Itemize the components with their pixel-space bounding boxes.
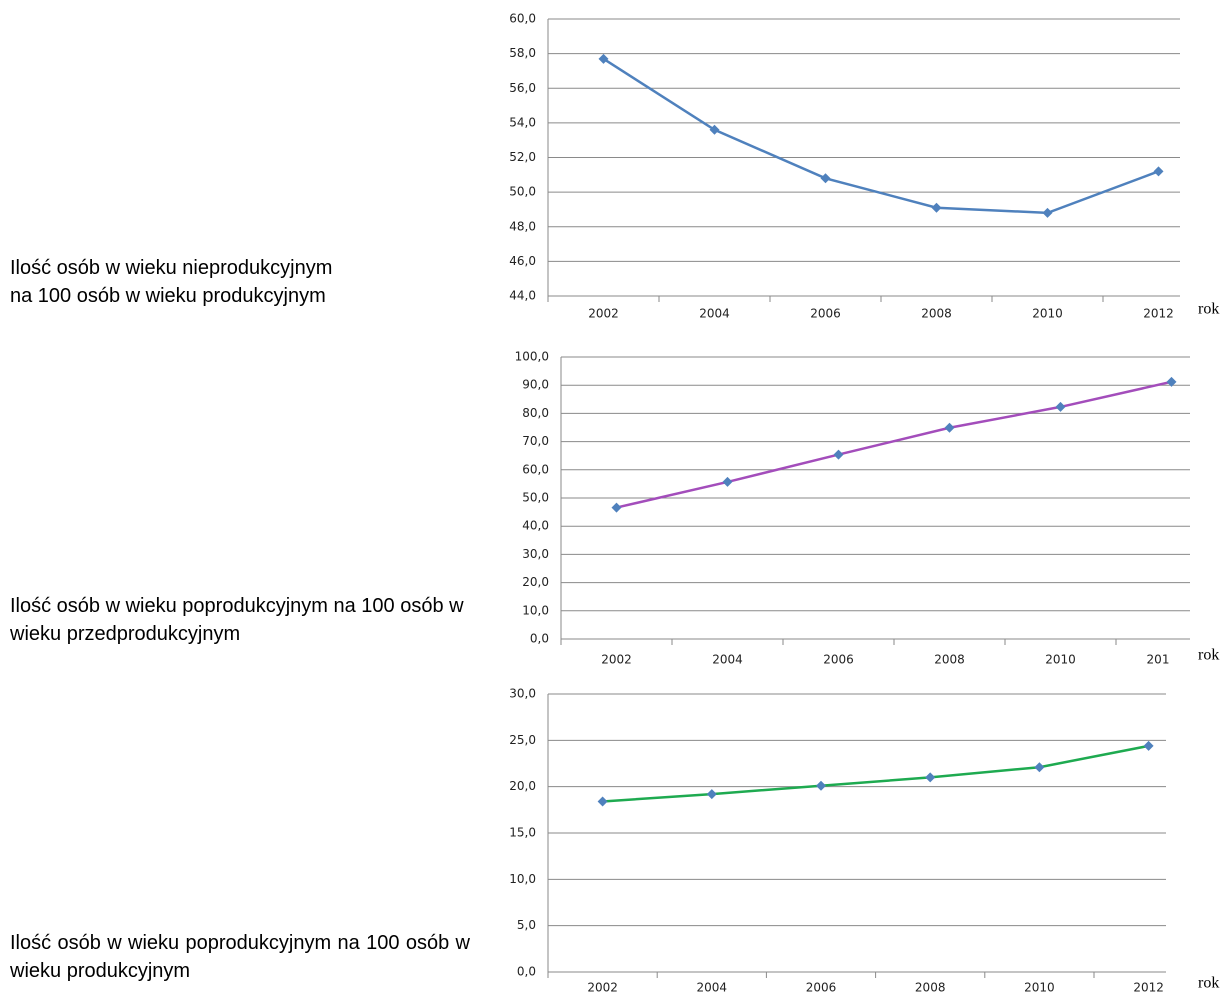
y-tick-label: 60,0 [509, 12, 536, 26]
x-tick-label: 2002 [587, 981, 618, 995]
y-tick-label: 20,0 [509, 779, 536, 793]
y-tick-label: 46,0 [509, 254, 536, 268]
series-line [616, 380, 1172, 509]
y-tick-label: 52,0 [509, 150, 536, 164]
data-marker [931, 202, 942, 213]
y-tick-label: 0,0 [517, 965, 536, 979]
y-tick-label: 15,0 [509, 826, 536, 840]
x-axis-label: rok [1198, 975, 1219, 992]
y-tick-label: 0,0 [530, 632, 549, 646]
x-axis-label: rok [1198, 301, 1219, 318]
series-line [602, 57, 1159, 215]
data-marker [816, 780, 826, 791]
data-marker [597, 796, 608, 807]
x-tick-label: 2008 [915, 981, 946, 995]
chart-description: Ilość osób w wieku poprodukcyjnym na 100… [10, 932, 470, 982]
y-tick-label: 56,0 [509, 81, 536, 95]
x-tick-label: 2012 [1143, 307, 1174, 321]
y-tick-label: 90,0 [522, 378, 549, 392]
x-tick-label: 2010 [1045, 653, 1076, 667]
y-tick-label: 48,0 [509, 219, 536, 233]
x-tick-label: 2004 [697, 981, 728, 995]
data-marker [1166, 376, 1177, 387]
x-tick-label: 2008 [934, 653, 965, 667]
x-tick-label: 2010 [1032, 307, 1063, 321]
data-marker [1055, 401, 1066, 412]
y-tick-label: 54,0 [509, 115, 536, 129]
x-tick-label: 2004 [699, 307, 730, 321]
y-tick-label: 80,0 [522, 406, 549, 420]
x-tick-label: 2006 [823, 653, 854, 667]
y-tick-label: 30,0 [522, 547, 549, 561]
data-marker [944, 422, 955, 433]
y-tick-label: 10,0 [522, 603, 549, 617]
data-marker [1143, 740, 1154, 751]
data-marker [1042, 207, 1053, 218]
x-tick-label: 2010 [1024, 981, 1055, 995]
y-tick-label: 50,0 [509, 185, 536, 199]
y-tick-label: 100,0 [515, 350, 549, 364]
y-tick-label: 25,0 [509, 733, 536, 747]
data-marker [722, 476, 733, 487]
data-marker [611, 502, 622, 513]
y-tick-label: 5,0 [517, 918, 536, 932]
y-tick-label: 30,0 [509, 687, 536, 701]
x-tick-label: 2012 [1133, 981, 1164, 995]
x-tick-label: 2006 [810, 307, 841, 321]
y-tick-label: 70,0 [522, 434, 549, 448]
y-tick-label: 50,0 [522, 491, 549, 505]
x-tick-label: 2006 [806, 981, 837, 995]
chart-description: Ilość osób w wieku poprodukcyjnym na 100… [10, 595, 464, 645]
x-tick-label: 2002 [588, 307, 619, 321]
data-marker [709, 124, 720, 135]
data-marker [1153, 166, 1164, 177]
y-tick-label: 40,0 [522, 519, 549, 533]
x-tick-label: 201 [1147, 653, 1170, 667]
y-tick-label: 44,0 [509, 289, 536, 303]
series-line [602, 744, 1149, 803]
y-tick-label: 20,0 [522, 575, 549, 589]
x-tick-label: 2002 [601, 653, 632, 667]
y-tick-label: 60,0 [522, 462, 549, 476]
y-tick-label: 10,0 [509, 872, 536, 886]
data-marker [820, 173, 831, 184]
y-tick-label: 58,0 [509, 46, 536, 60]
x-axis-label: rok [1198, 647, 1219, 664]
data-marker [833, 449, 844, 460]
x-tick-label: 2004 [712, 653, 743, 667]
data-marker [706, 789, 717, 800]
x-tick-label: 2008 [921, 307, 952, 321]
data-marker [1034, 762, 1045, 773]
data-marker [925, 772, 936, 783]
data-marker [598, 53, 609, 64]
chart-description: Ilość osób w wieku nieprodukcyjnym na 10… [10, 257, 333, 307]
